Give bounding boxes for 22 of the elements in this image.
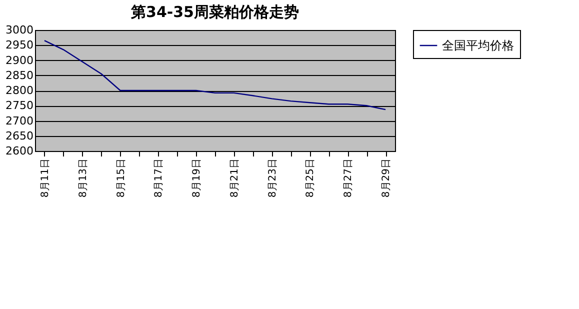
chart-title: 第34-35周菜粕价格走势 bbox=[130, 3, 299, 21]
x-tick-label: 8月27日 bbox=[343, 158, 354, 198]
y-tick-label: 2850 bbox=[6, 68, 34, 82]
y-tick-label: 2900 bbox=[6, 54, 34, 67]
x-tick-label: 8月11日 bbox=[40, 158, 51, 198]
x-tick-label: 8月15日 bbox=[116, 158, 127, 198]
line-series bbox=[44, 40, 386, 110]
y-tick-label: 2600 bbox=[6, 144, 34, 158]
x-tick-label: 8月29日 bbox=[381, 158, 392, 198]
y-tick-label: 3000 bbox=[6, 24, 34, 36]
y-tick-label: 2800 bbox=[6, 84, 34, 97]
y-tick-label: 2700 bbox=[6, 114, 34, 128]
x-tick-label: 8月21日 bbox=[229, 158, 240, 198]
y-tick-label: 2650 bbox=[6, 129, 34, 142]
x-tick-label: 8月13日 bbox=[78, 158, 89, 198]
x-tick-label: 8月25日 bbox=[305, 158, 316, 198]
legend-label: 全国平均价格 bbox=[442, 38, 514, 52]
x-tick-label: 8月17日 bbox=[154, 158, 165, 198]
x-tick-label: 8月19日 bbox=[192, 158, 203, 198]
y-tick-label: 2950 bbox=[6, 38, 34, 52]
x-tick-label: 8月23日 bbox=[267, 158, 278, 198]
y-tick-label: 2750 bbox=[6, 99, 34, 112]
